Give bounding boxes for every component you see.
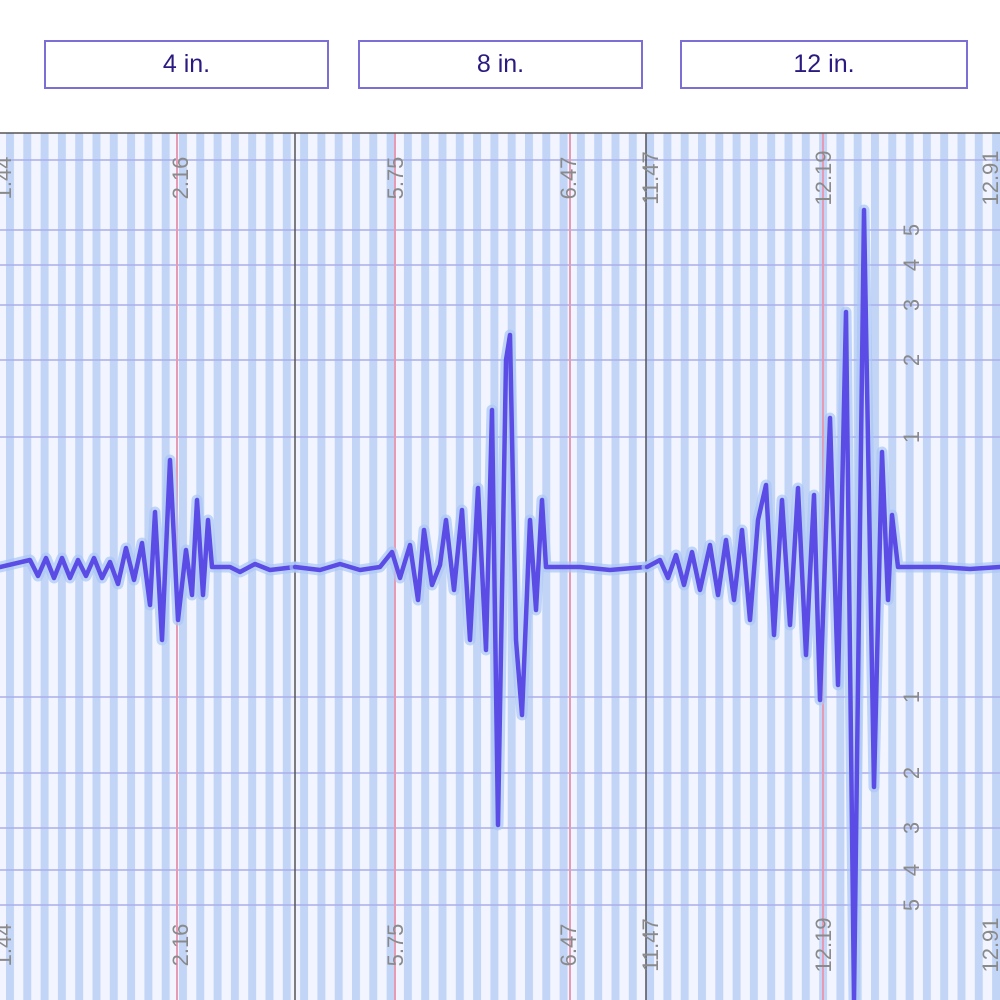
position-label: 2.16 (168, 924, 193, 967)
amplitude-label: 5 (899, 224, 924, 236)
position-label: 11.47 (638, 918, 663, 971)
position-label: 5.75 (383, 157, 408, 200)
position-label: 12.91 (978, 150, 1000, 205)
depth-button[interactable]: 4 in. (44, 40, 329, 89)
amplitude-label: 1 (899, 691, 924, 703)
position-label: 5.75 (383, 924, 408, 967)
amplitude-label: 2 (899, 767, 924, 779)
amplitude-label: 4 (899, 864, 924, 876)
position-label: 6.47 (556, 157, 581, 200)
depth-button[interactable]: 8 in. (358, 40, 643, 89)
position-label: 12.19 (811, 917, 836, 972)
amplitude-label: 4 (899, 259, 924, 271)
amplitude-label: 5 (899, 899, 924, 911)
position-label: 12.91 (978, 917, 1000, 972)
trace (292, 332, 648, 828)
position-label: 1.44 (0, 157, 16, 200)
trace (0, 457, 298, 643)
position-label: 11.47 (638, 151, 663, 204)
position-label: 6.47 (556, 924, 581, 967)
amplitude-label: 3 (899, 822, 924, 834)
amplitude-label: 3 (899, 299, 924, 311)
amplitude-label: 1 (899, 431, 924, 443)
position-label: 1.44 (0, 924, 16, 967)
position-label: 12.19 (811, 150, 836, 205)
position-label: 2.16 (168, 157, 193, 200)
trace (644, 207, 1000, 1000)
amplitude-label: 2 (899, 354, 924, 366)
depth-button[interactable]: 12 in. (680, 40, 968, 89)
